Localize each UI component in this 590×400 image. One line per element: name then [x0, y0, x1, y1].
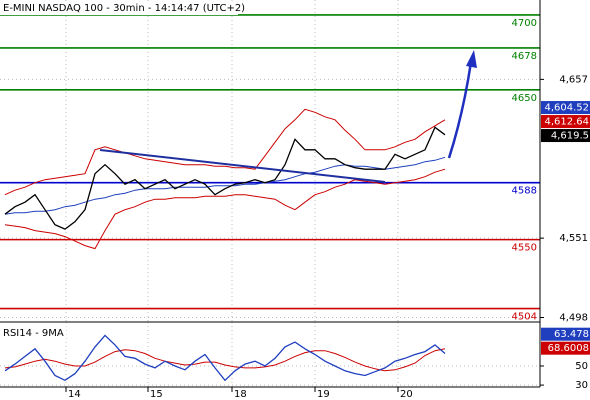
x-tick-label: 15 [150, 389, 163, 400]
value-box-label: 4,604.52 [544, 103, 589, 114]
x-tick-label: 19 [317, 389, 330, 400]
trend-line [99, 149, 386, 183]
chart-title: E-MINI NASDAQ 100 - 30min - 14:14:47 (UT… [3, 3, 245, 14]
series-line [4, 156, 446, 215]
y-tick-label: 4,551 [559, 233, 588, 244]
level-label: 4678 [512, 51, 537, 62]
series-line [4, 126, 446, 230]
y-tick-label: 50 [575, 361, 588, 372]
value-box [541, 101, 590, 115]
level-label: 4550 [512, 243, 537, 254]
title-bg [0, 1, 238, 15]
series-line [4, 334, 446, 382]
value-box-label: 68.6008 [548, 343, 589, 354]
series-line [4, 108, 446, 196]
y-tick-label: 4,657 [559, 74, 588, 85]
level-label: 4504 [512, 312, 537, 323]
value-box [541, 341, 590, 355]
rsi-title-bg [0, 326, 66, 339]
series-line [4, 348, 446, 372]
level-label: 4650 [512, 93, 537, 104]
value-box [541, 115, 590, 129]
y-tick-label: 4,498 [559, 313, 588, 324]
plot-area: 4700 4678 4650 4588 4550 4504 [0, 0, 540, 387]
x-tick-label: 20 [400, 389, 413, 400]
x-tick-label: 18 [234, 389, 247, 400]
level-label: 4588 [512, 186, 537, 197]
value-box-label: 4,612.64 [544, 117, 589, 128]
arrow-head [466, 50, 477, 68]
x-tick-label: 14 [68, 389, 81, 400]
series-line [4, 168, 446, 250]
y-tick-label: 30 [575, 380, 588, 391]
value-box [541, 129, 590, 143]
value-box-label: 4,619.5 [551, 131, 589, 142]
arrow [447, 61, 473, 159]
value-box-label: 63.478 [554, 329, 589, 340]
level-label: 4700 [512, 18, 537, 29]
rsi-title: RSI14 - 9MA [3, 328, 64, 339]
value-box [541, 327, 590, 341]
